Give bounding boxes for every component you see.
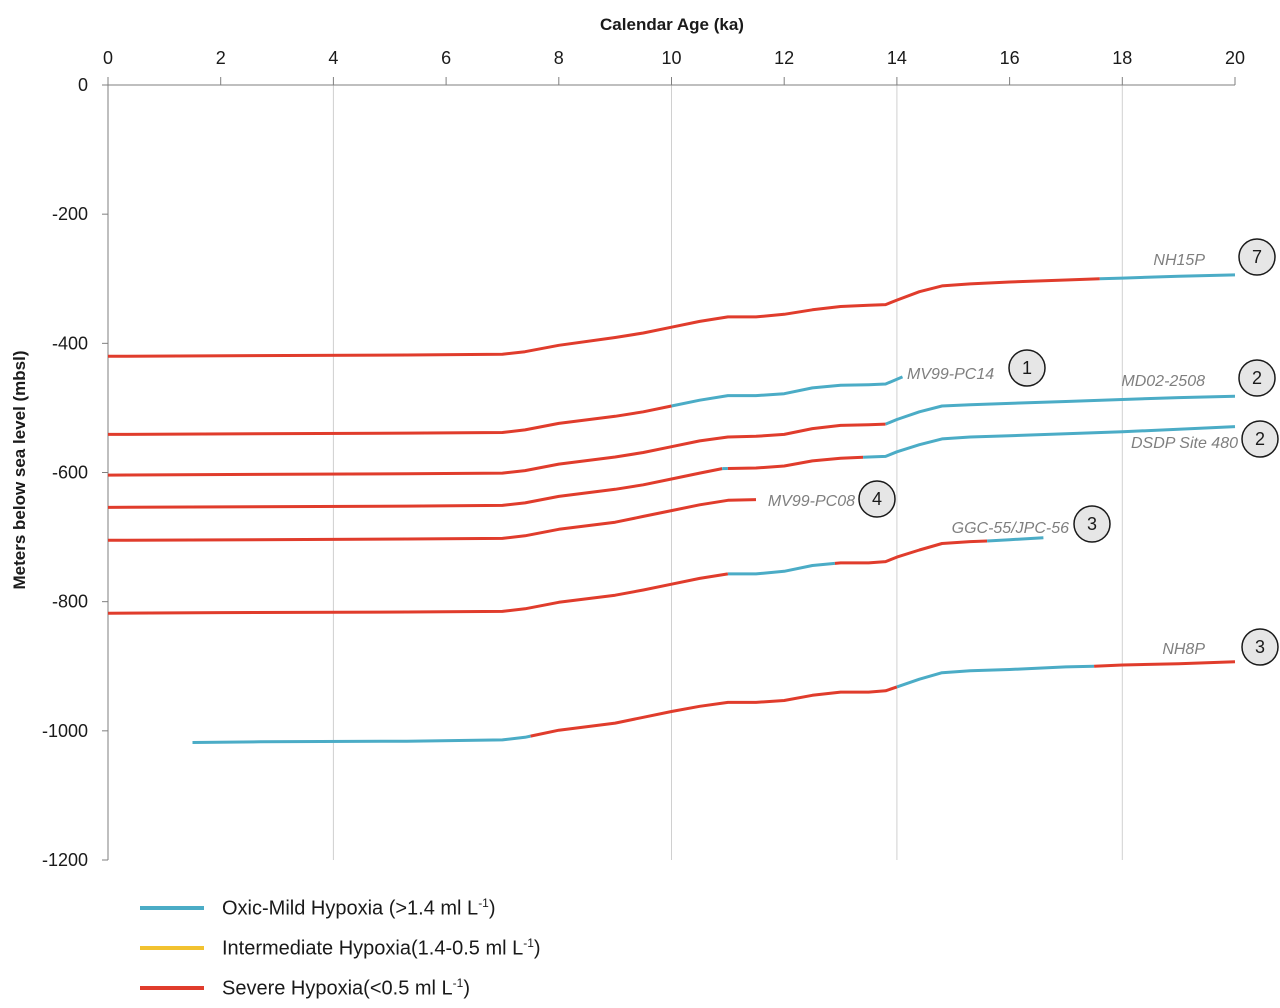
x-tick-label-4: 4 (328, 48, 338, 68)
x-tick-label-16: 16 (1000, 48, 1020, 68)
x-axis-title: Calendar Age (ka) (600, 15, 744, 34)
series-mv99-pc14-segment-0 (108, 406, 672, 434)
core-label-dsdp-site-480: DSDP Site 480 (1131, 435, 1238, 452)
series-nh8p-segment-0 (193, 736, 531, 742)
badge-number-nh15p: 7 (1252, 247, 1262, 267)
legend-label-oxic: Oxic-Mild Hypoxia (>1.4 ml L-1) (222, 896, 496, 921)
legend-swatch-oxic (140, 906, 204, 910)
x-tick-label-8: 8 (554, 48, 564, 68)
series-ggc-55-jpc-56-segment-2 (835, 541, 987, 563)
legend-label-intermediate: Intermediate Hypoxia(1.4-0.5 ml L-1) (222, 936, 541, 961)
series-nh15p-segment-0 (108, 279, 1100, 357)
legend-swatch-severe (140, 986, 204, 990)
badge-number-md02-2508: 2 (1252, 368, 1262, 388)
series-nh15p-segment-1 (1100, 275, 1235, 279)
x-tick-label-12: 12 (774, 48, 794, 68)
core-labels: NH15P 7 MV99-PC14 1 MD02-2508 2 DSDP Site 480 2… (768, 239, 1278, 665)
core-label-ggc-55-jpc-56: GGC-55/JPC-56 (952, 520, 1069, 537)
legend-item-oxic: Oxic-Mild Hypoxia (>1.4 ml L-1) (140, 888, 541, 928)
legend: Oxic-Mild Hypoxia (>1.4 ml L-1) Intermed… (140, 888, 541, 1008)
legend-swatch-intermediate (140, 946, 204, 950)
badge-number-mv99-pc14: 1 (1022, 358, 1032, 378)
x-tick-label-18: 18 (1112, 48, 1132, 68)
badge-number-ggc-55-jpc-56: 3 (1087, 514, 1097, 534)
x-tick-label-2: 2 (216, 48, 226, 68)
core-label-nh8p: NH8P (1162, 641, 1205, 658)
x-tick-label-20: 20 (1225, 48, 1245, 68)
x-tick-label-14: 14 (887, 48, 907, 68)
y-tick-label--1000: -1000 (42, 721, 88, 741)
y-tick-label-0: 0 (78, 75, 88, 95)
series-md02-2508-segment-1 (886, 396, 1235, 424)
series-ggc-55-jpc-56-segment-3 (987, 538, 1043, 541)
y-tick-label--600: -600 (52, 463, 88, 483)
series-nh8p-segment-1 (531, 687, 897, 736)
y-axis-title: Meters below sea level (mbsl) (10, 350, 29, 589)
core-label-mv99-pc08: MV99-PC08 (768, 493, 855, 510)
y-tick-label--200: -200 (52, 204, 88, 224)
badge-number-mv99-pc08: 4 (872, 489, 882, 509)
x-tick-label-6: 6 (441, 48, 451, 68)
core-label-nh15p: NH15P (1153, 252, 1205, 269)
series-ggc-55-jpc-56-segment-0 (108, 574, 728, 613)
x-tick-label-10: 10 (661, 48, 681, 68)
legend-label-severe: Severe Hypoxia(<0.5 ml L-1) (222, 976, 470, 1001)
legend-item-intermediate: Intermediate Hypoxia(1.4-0.5 ml L-1) (140, 928, 541, 968)
badge-number-dsdp-site-480: 2 (1255, 429, 1265, 449)
series-nh8p-segment-3 (1094, 662, 1235, 667)
core-label-mv99-pc14: MV99-PC14 (907, 366, 994, 383)
series-dsdp-site-480-segment-2 (728, 457, 863, 468)
y-tick-label--1200: -1200 (42, 850, 88, 870)
badge-number-nh8p: 3 (1255, 637, 1265, 657)
series-nh8p-segment-2 (897, 666, 1094, 687)
legend-item-severe: Severe Hypoxia(<0.5 ml L-1) (140, 968, 541, 1008)
core-label-md02-2508: MD02-2508 (1121, 373, 1205, 390)
y-tick-label--400: -400 (52, 333, 88, 353)
series-ggc-55-jpc-56-segment-1 (728, 563, 835, 574)
y-tick-label--800: -800 (52, 592, 88, 612)
x-tick-label-0: 0 (103, 48, 113, 68)
series-mv99-pc14-segment-1 (672, 377, 903, 406)
